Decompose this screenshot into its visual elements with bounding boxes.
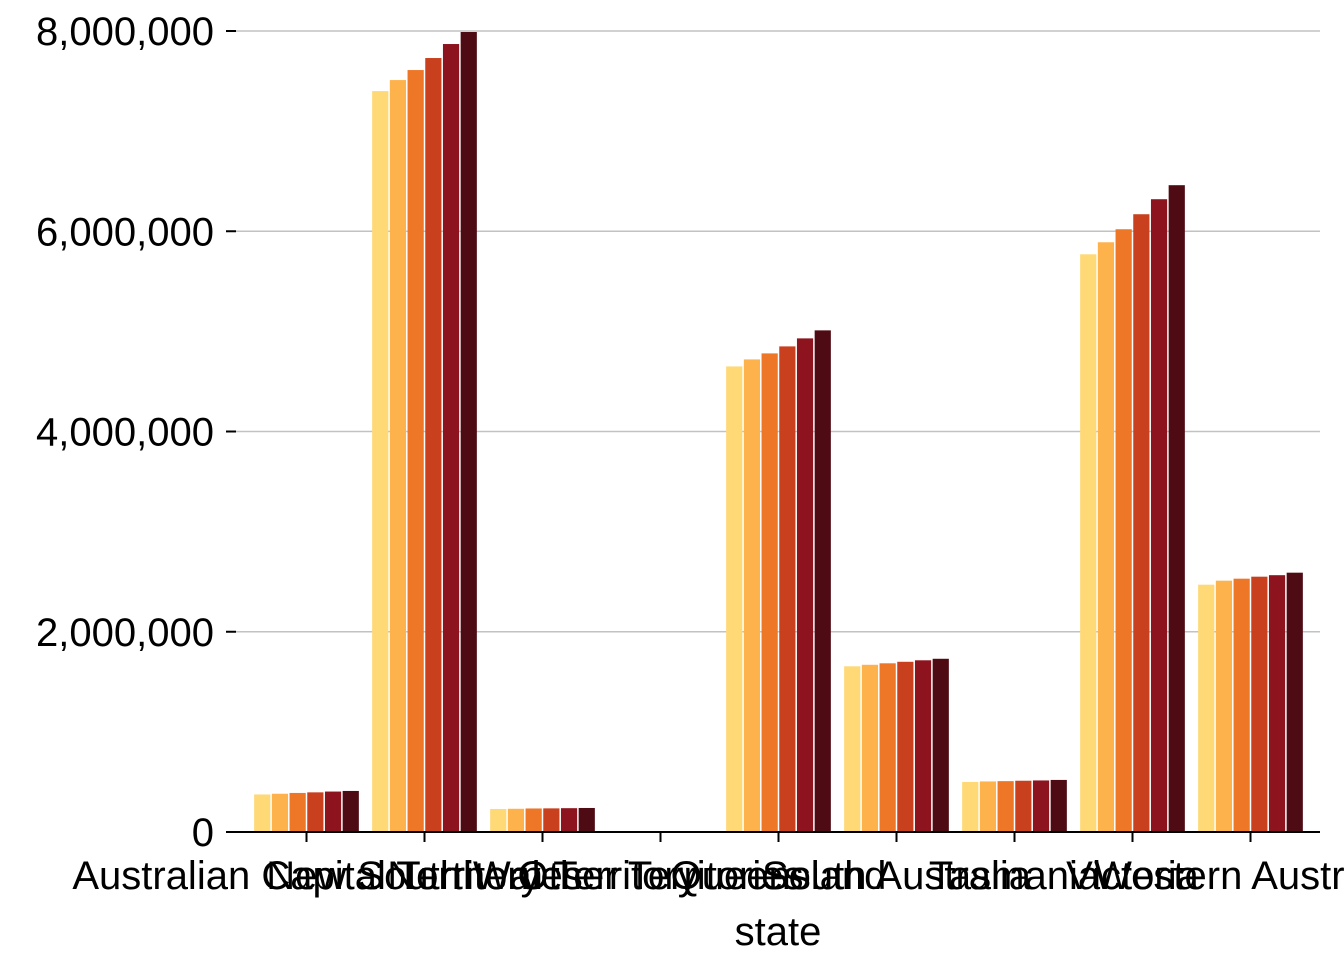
bar <box>814 330 831 832</box>
x-tick-label: Western Australia <box>1094 854 1344 898</box>
bar <box>507 808 525 832</box>
bar <box>1015 780 1032 832</box>
y-tick-label: 4,000,000 <box>36 411 214 455</box>
bar <box>1097 242 1115 832</box>
bar <box>525 808 542 832</box>
bar <box>307 792 324 832</box>
bar <box>1286 572 1303 832</box>
bar <box>1115 229 1132 832</box>
x-tick-label: Australian Capital Territory <box>72 854 540 898</box>
y-tick-labels: 0 2,000,000 4,000,000 6,000,000 8,000,000 <box>36 10 214 855</box>
bars <box>254 32 1303 833</box>
axes <box>226 30 1320 842</box>
bar <box>1233 578 1250 832</box>
bar <box>844 666 861 832</box>
bar <box>932 658 949 832</box>
bar <box>1268 575 1286 832</box>
x-tick-label: Queensland <box>671 854 887 898</box>
bar <box>726 366 743 832</box>
bar <box>560 808 578 832</box>
bar <box>761 353 778 832</box>
bar <box>1198 584 1215 832</box>
bar <box>1050 779 1067 832</box>
bar <box>779 346 796 832</box>
x-tick-label: South Australia <box>762 854 1032 898</box>
bar <box>1032 780 1050 832</box>
bar <box>897 661 914 832</box>
bar <box>490 808 507 832</box>
x-tick-label: New South Wales <box>266 854 582 898</box>
bar <box>997 781 1014 832</box>
bar <box>425 58 442 832</box>
bar <box>407 70 424 833</box>
bar <box>442 44 460 832</box>
bar <box>861 664 879 832</box>
bar <box>324 791 342 832</box>
bar <box>543 808 560 832</box>
bar <box>914 660 932 832</box>
bar <box>1080 254 1097 832</box>
x-tick-label: Tasmania <box>929 854 1101 898</box>
bar <box>1215 580 1233 832</box>
bar <box>1150 199 1168 832</box>
x-tick-label: Northern Territory <box>387 854 697 898</box>
y-tick-label: 6,000,000 <box>36 210 214 254</box>
bar <box>879 663 896 832</box>
bar <box>743 359 761 832</box>
bar <box>460 32 477 832</box>
bar <box>342 790 359 832</box>
bar <box>962 781 979 832</box>
bar <box>578 807 595 832</box>
bar <box>1168 185 1185 832</box>
y-tick-label: 0 <box>192 811 214 855</box>
bar <box>796 338 814 832</box>
bar <box>979 781 997 832</box>
x-tick-label: Other Territories <box>517 854 803 898</box>
bar <box>289 792 306 832</box>
bar <box>1251 576 1268 832</box>
bar <box>254 794 271 832</box>
y-tick-label: 2,000,000 <box>36 611 214 655</box>
y-tick-label: 8,000,000 <box>36 10 214 54</box>
bar <box>271 793 289 832</box>
bar <box>389 80 407 832</box>
bar <box>372 91 389 832</box>
x-tick-label: Victoria <box>1066 854 1199 898</box>
bar <box>1133 214 1150 833</box>
x-axis-title: state <box>735 910 822 954</box>
